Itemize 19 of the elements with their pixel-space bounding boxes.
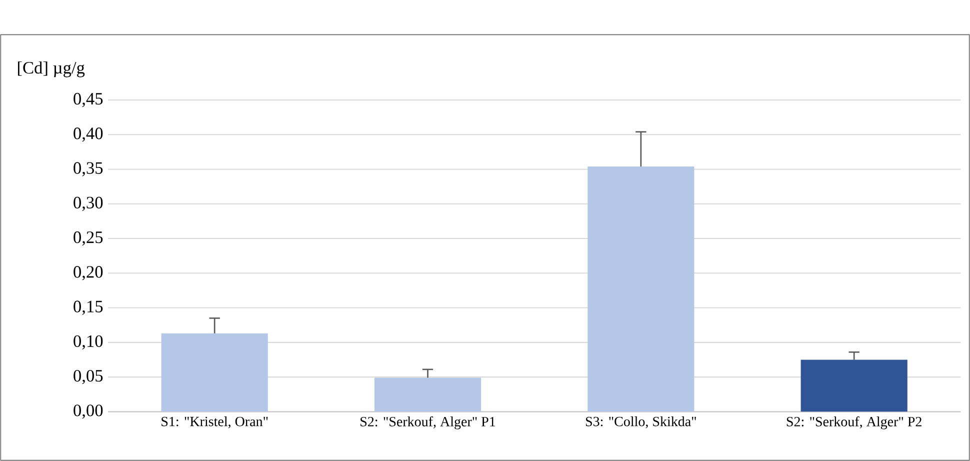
y-tick-label: 0,35 <box>74 162 103 176</box>
bar <box>800 360 908 412</box>
x-tick-label: S2: "Serkouf, Alger" P2 <box>786 416 922 430</box>
y-tick-label: 0,00 <box>74 404 103 419</box>
y-tick-label: 0,20 <box>74 266 103 280</box>
y-tick-label: 0,45 <box>74 92 103 108</box>
x-tick-label: S3: "Collo, Skikda" <box>586 416 696 428</box>
y-axis-title: [Cd] µg/g <box>18 61 85 78</box>
y-tick-label: 0,25 <box>74 231 103 246</box>
y-tick-label: 0,10 <box>74 335 103 350</box>
y-tick-label: 0,30 <box>74 196 103 211</box>
bar <box>588 166 694 412</box>
y-tick-label: 0,40 <box>74 128 103 142</box>
x-tick-label: S2: "Serkouf, Alger" P1 <box>360 416 496 430</box>
bar <box>374 378 482 412</box>
y-tick-label: 0,15 <box>74 300 103 315</box>
y-tick-label: 0,05 <box>74 370 103 384</box>
x-tick-label: S1: "Kristel, Oran" <box>162 416 268 428</box>
bar <box>161 333 268 412</box>
